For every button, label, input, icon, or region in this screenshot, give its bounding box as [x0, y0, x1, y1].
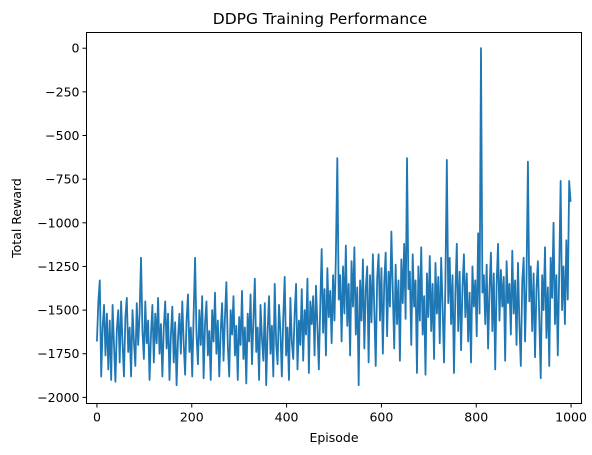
x-tick-label: 800 — [464, 410, 488, 425]
y-tick-label: −750 — [45, 172, 79, 187]
x-tick-label: 400 — [275, 410, 299, 425]
x-tick-label: 600 — [369, 410, 393, 425]
chart-title: DDPG Training Performance — [213, 10, 427, 28]
x-axis: 0 200 400 600 800 1000 — [93, 403, 587, 425]
y-tick-label: −250 — [45, 84, 79, 99]
y-axis: 0 −250 −500 −750 −1000 −1250 −1500 −1750 −2000 — [37, 41, 87, 405]
y-axis-label: Total Reward — [9, 178, 24, 259]
x-axis-label: Episode — [309, 430, 358, 445]
plot-frame — [86, 32, 582, 404]
x-tick-label: 1000 — [555, 410, 587, 425]
y-tick-label: 0 — [72, 41, 80, 56]
y-tick-label: −1250 — [37, 259, 79, 274]
series-line-0 — [96, 47, 572, 387]
y-tick-label: −1000 — [37, 215, 79, 230]
plot-area — [86, 32, 582, 404]
x-tick-label: 0 — [93, 410, 101, 425]
y-tick-label: −1750 — [37, 346, 79, 361]
series-layer — [96, 47, 572, 387]
y-tick-label: −1500 — [37, 303, 79, 318]
y-tick-label: −500 — [45, 128, 79, 143]
x-tick-label: 200 — [180, 410, 204, 425]
y-tick-label: −2000 — [37, 390, 79, 405]
